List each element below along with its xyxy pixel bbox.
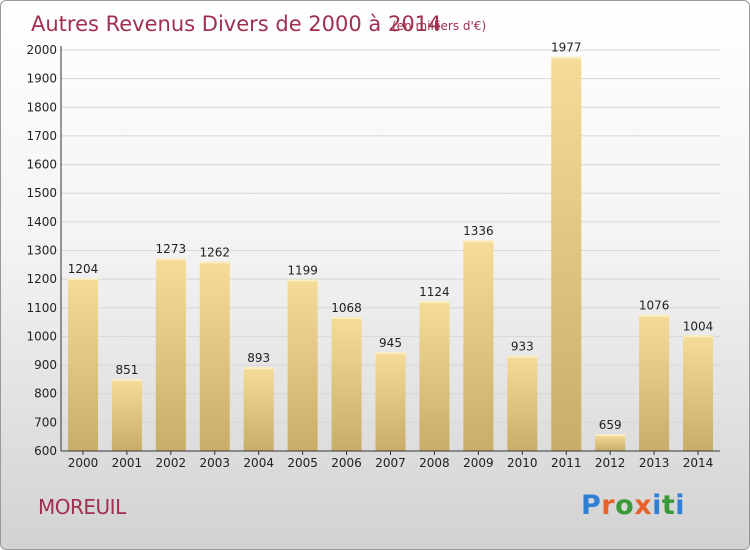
bar (199, 261, 230, 451)
y-tick-label: 1700 (26, 129, 57, 143)
logo-letter: o (615, 490, 635, 521)
logo-letter: i (675, 490, 686, 521)
x-tick-label: 2000 (68, 456, 99, 470)
y-tick-label: 900 (34, 358, 57, 372)
bar (639, 314, 670, 451)
x-tick-label: 2007 (375, 456, 406, 470)
bar-highlight (199, 261, 230, 264)
y-tick-label: 700 (34, 415, 57, 429)
bar (595, 434, 626, 451)
x-tick-label: 2009 (463, 456, 494, 470)
x-tick-label: 2003 (199, 456, 230, 470)
x-tick-label: 2008 (419, 456, 450, 470)
bar-highlight (595, 434, 626, 437)
bar (155, 258, 186, 451)
bar-highlight (331, 316, 362, 319)
logo-letter: x (634, 490, 653, 521)
bar-highlight (287, 279, 318, 282)
bar-highlight (507, 355, 538, 358)
value-label: 1124 (419, 285, 450, 299)
bar-highlight (243, 367, 274, 370)
logo-letter: P (581, 490, 602, 521)
bar-highlight (463, 240, 494, 243)
y-tick-label: 1900 (26, 72, 57, 86)
bar-highlight (155, 258, 186, 261)
x-tick-label: 2006 (331, 456, 362, 470)
y-tick-label: 1800 (26, 100, 57, 114)
value-label: 1336 (463, 224, 494, 238)
bar-highlight (683, 335, 714, 338)
bar-highlight (111, 379, 142, 382)
value-label: 1977 (551, 41, 582, 55)
x-tick-label: 2013 (639, 456, 670, 470)
x-tick-label: 2014 (683, 456, 714, 470)
value-label: 1273 (156, 242, 187, 256)
x-tick-label: 2005 (287, 456, 318, 470)
bar-highlight (639, 314, 670, 317)
y-tick-label: 1000 (26, 329, 57, 343)
bar (375, 352, 406, 451)
y-tick-label: 1600 (26, 158, 57, 172)
bar (551, 56, 582, 451)
x-tick-label: 2002 (156, 456, 187, 470)
y-tick-label: 1300 (26, 244, 57, 258)
x-tick-label: 2012 (595, 456, 626, 470)
logo-letter: t (661, 490, 676, 521)
y-tick-label: 800 (34, 387, 57, 401)
value-label: 1204 (68, 262, 99, 276)
y-tick-label: 1100 (26, 301, 57, 315)
value-label: 1068 (331, 301, 362, 315)
y-tick-label: 600 (34, 444, 57, 458)
value-label: 659 (599, 418, 622, 432)
value-label: 945 (379, 336, 402, 350)
bar (111, 379, 142, 451)
y-tick-label: 1500 (26, 186, 57, 200)
bar (463, 240, 494, 451)
axes: 600 700 800 900 1000 1100 1200 1300 1400 1500 1600… (26, 43, 720, 470)
y-tick-label: 2000 (26, 43, 57, 57)
bar (419, 300, 450, 451)
value-label: 851 (115, 363, 138, 377)
x-tick-label: 2010 (507, 456, 538, 470)
value-label: 1004 (683, 319, 714, 333)
chart-title: Autres Revenus Divers de 2000 à 2014 (31, 12, 441, 36)
bar (683, 335, 714, 451)
value-label: 1262 (199, 245, 230, 259)
logo-letter: i (652, 490, 662, 521)
x-tick-label: 2011 (551, 456, 582, 470)
bar-highlight (551, 56, 582, 59)
bar-highlight (375, 352, 406, 355)
bar (67, 277, 98, 451)
x-tick-label: 2001 (112, 456, 143, 470)
value-label: 893 (247, 351, 270, 365)
bar (507, 355, 538, 451)
x-tick-label: 2004 (243, 456, 274, 470)
y-tick-label: 1400 (26, 215, 57, 229)
town-name: MOREUIL (38, 495, 126, 519)
proxiti-logo: Proxiti (581, 490, 685, 521)
bar-highlight (419, 300, 450, 303)
bar (287, 279, 318, 451)
bar-highlight (67, 277, 98, 280)
chart-unit: (en milliers d'€) (392, 19, 486, 33)
y-tick-label: 1200 (26, 272, 57, 286)
value-label: 1199 (287, 263, 318, 277)
bar (243, 367, 274, 451)
value-label: 933 (511, 340, 534, 354)
value-label: 1076 (639, 299, 670, 313)
logo-letter: r (601, 490, 616, 521)
bar (331, 316, 362, 451)
bars: 1204 851 1273 1262 893 1199 1068 945 1124 1336 933… (67, 41, 714, 451)
